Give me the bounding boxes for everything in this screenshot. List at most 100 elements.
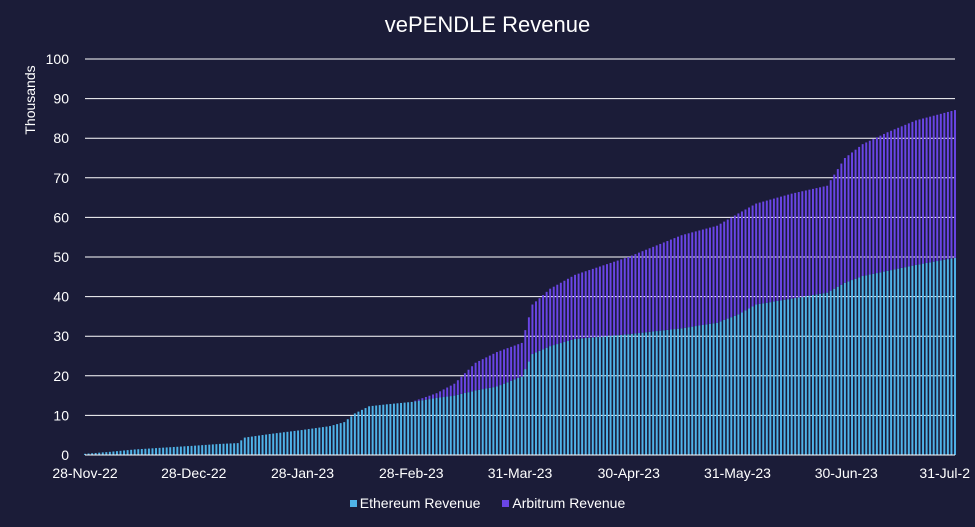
bar-arbitrum (755, 203, 758, 305)
bar-ethereum (780, 300, 782, 455)
bar-arbitrum (705, 228, 708, 325)
bar-arbitrum (669, 239, 672, 330)
bar-ethereum (808, 295, 811, 455)
bar-ethereum (769, 302, 772, 455)
bar-ethereum (332, 425, 335, 455)
bar-arbitrum (474, 362, 477, 391)
bar-arbitrum (637, 252, 640, 334)
bar-ethereum (634, 333, 637, 455)
bar-arbitrum (634, 254, 637, 334)
bar-arbitrum (712, 226, 715, 324)
bar-ethereum (762, 303, 765, 455)
bar-arbitrum (566, 278, 569, 342)
bar-ethereum (641, 332, 644, 455)
bar-ethereum (765, 302, 768, 455)
bar-arbitrum (716, 225, 719, 323)
chart-plot: 0 10 20 30 40 50 60 70 80 90 100 28-Nov-22 28-Dec-2… (22, 51, 970, 481)
bar-ethereum (680, 328, 683, 455)
bar-ethereum (446, 396, 449, 455)
bar-ethereum (598, 336, 601, 455)
x-tick-label: 28-Nov-22 (52, 465, 118, 481)
bar-ethereum (694, 326, 697, 455)
bar-ethereum (794, 297, 797, 455)
bar-ethereum (471, 391, 474, 455)
bar-arbitrum (822, 186, 825, 294)
bar-ethereum (211, 444, 214, 455)
bar-arbitrum (772, 198, 775, 302)
bar-ethereum (396, 403, 399, 455)
bar-ethereum (350, 416, 353, 455)
bar-arbitrum (414, 400, 417, 402)
bar-arbitrum (765, 200, 768, 303)
bar-ethereum (155, 448, 157, 455)
bar-ethereum (318, 427, 321, 455)
bar-ethereum (872, 273, 875, 455)
bar-arbitrum (481, 359, 484, 390)
bar-ethereum (492, 387, 495, 455)
bar-ethereum (524, 369, 527, 455)
bar-ethereum (936, 261, 939, 455)
bar-ethereum (339, 423, 342, 455)
bar-ethereum (843, 282, 846, 455)
bar-arbitrum (943, 112, 946, 260)
bar-ethereum (726, 318, 729, 455)
bar-ethereum (410, 401, 413, 455)
bar-ethereum (385, 404, 388, 455)
bar-ethereum (144, 448, 147, 455)
bar-arbitrum (946, 111, 949, 260)
bar-ethereum (101, 452, 104, 455)
bar-ethereum (790, 298, 793, 455)
bar-ethereum (265, 434, 268, 455)
bar-ethereum (449, 396, 452, 455)
bar-ethereum (701, 324, 704, 455)
bar-ethereum (279, 432, 282, 455)
bar-ethereum (758, 303, 761, 455)
bar-ethereum (904, 267, 907, 455)
bar-ethereum (481, 389, 484, 455)
bar-ethereum (84, 453, 86, 455)
bar-ethereum (289, 431, 292, 455)
bar-ethereum (495, 386, 498, 455)
bar-ethereum (197, 445, 200, 455)
bar-arbitrum (527, 317, 530, 362)
bar-ethereum (254, 436, 257, 455)
bar-arbitrum (453, 383, 456, 396)
x-tick-label: 28-Jan-23 (271, 465, 334, 481)
bar-ethereum (417, 400, 420, 455)
bar-ethereum (229, 443, 232, 455)
bar-ethereum (662, 330, 665, 455)
bar-arbitrum (545, 291, 548, 348)
bar-ethereum (151, 448, 154, 455)
bar-ethereum (442, 397, 445, 455)
bar-arbitrum (936, 114, 939, 262)
x-tick-label: 30-Jun-23 (815, 465, 878, 481)
bar-ethereum (858, 277, 861, 455)
bar-arbitrum (520, 342, 523, 377)
bar-ethereum (883, 271, 885, 455)
bar-arbitrum (950, 111, 953, 259)
bar-arbitrum (740, 211, 743, 313)
x-tick-label: 30-Apr-23 (598, 465, 660, 481)
bar-arbitrum (471, 366, 474, 392)
bar-ethereum (865, 275, 868, 455)
bar-ethereum (613, 335, 616, 455)
bar-ethereum (286, 431, 289, 455)
bar-arbitrum (641, 251, 644, 333)
bar-arbitrum (556, 284, 559, 345)
x-tick-label: 28-Dec-22 (161, 465, 227, 481)
bar-arbitrum (733, 215, 736, 316)
bar-ethereum (886, 270, 889, 455)
bar-ethereum (215, 444, 218, 455)
bar-ethereum (297, 430, 300, 455)
bar-ethereum (517, 378, 520, 455)
bar-arbitrum (883, 133, 885, 272)
y-tick-label: 60 (53, 209, 69, 225)
bar-ethereum (751, 306, 754, 455)
legend-swatch-ethereum (349, 499, 357, 507)
bar-arbitrum (787, 194, 790, 300)
y-tick-label: 30 (53, 328, 69, 344)
bar-ethereum (531, 354, 534, 455)
bar-arbitrum (432, 394, 434, 399)
bar-ethereum (861, 276, 864, 455)
bar-ethereum (535, 352, 537, 455)
